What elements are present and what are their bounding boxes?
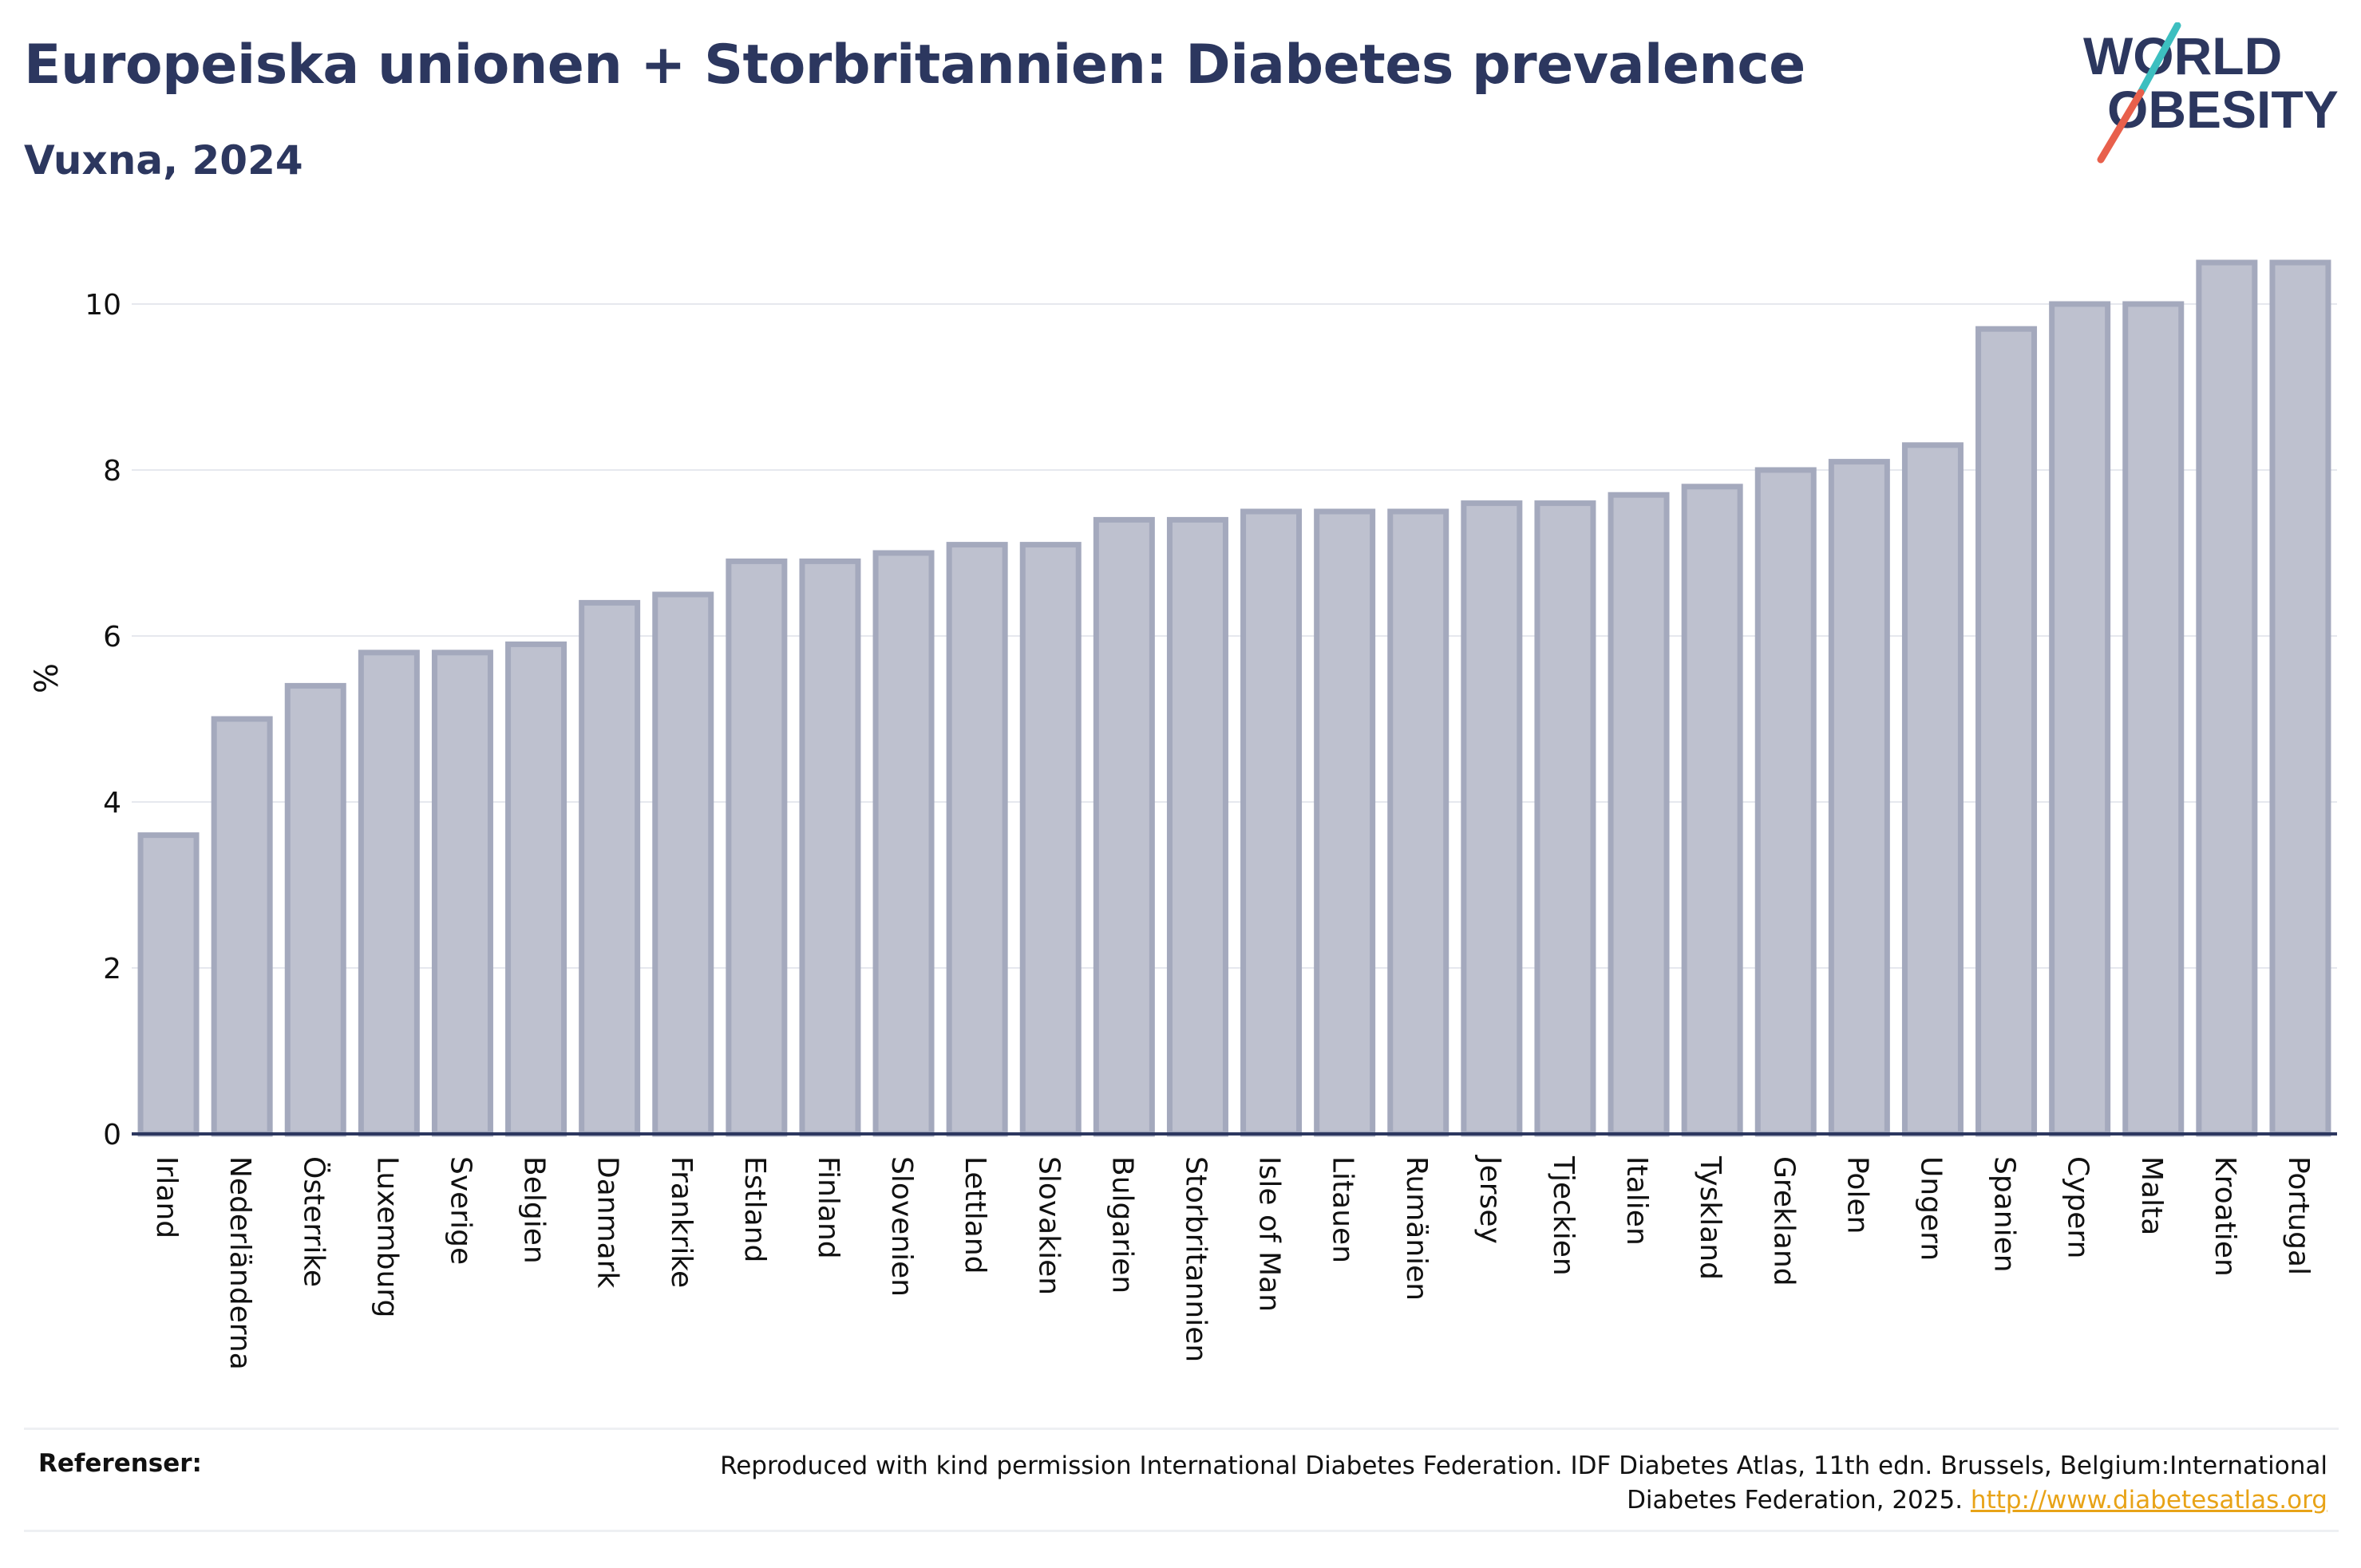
bar bbox=[579, 599, 641, 1137]
reference-line-2: Diabetes Federation, 2025. bbox=[1627, 1486, 1964, 1515]
bar bbox=[2049, 301, 2111, 1137]
x-tick-label: Jersey bbox=[1473, 1155, 1506, 1244]
grid-lines bbox=[132, 303, 2337, 969]
x-tick-label: Tyskland bbox=[1694, 1155, 1726, 1280]
bar bbox=[1093, 516, 1155, 1137]
y-tick-label: 8 bbox=[103, 455, 121, 488]
bar bbox=[211, 716, 273, 1137]
bar bbox=[1240, 508, 1303, 1137]
x-tick-label: Luxemburg bbox=[370, 1156, 403, 1317]
x-tick-label: Frankrike bbox=[665, 1156, 698, 1288]
x-tick-label: Bulgarien bbox=[1105, 1156, 1138, 1294]
x-tick-label: Kroatien bbox=[2209, 1156, 2241, 1277]
tick-labels: 0 2 4 6 8 10% Irland Nederländerna Österrike Luxe… bbox=[29, 289, 2315, 1370]
x-tick-label: Malta bbox=[2135, 1156, 2168, 1235]
bar bbox=[1019, 542, 1082, 1137]
bar bbox=[505, 641, 568, 1137]
x-tick-label: Spanien bbox=[1988, 1156, 2021, 1273]
y-tick-label: 10 bbox=[85, 289, 121, 322]
bar bbox=[1314, 508, 1376, 1137]
y-tick-label: 0 bbox=[103, 1119, 121, 1151]
bar bbox=[872, 550, 935, 1137]
bar bbox=[284, 682, 346, 1137]
bar bbox=[137, 832, 200, 1137]
bar bbox=[2196, 259, 2258, 1137]
x-tick-label: Isle of Man bbox=[1253, 1156, 1286, 1312]
x-tick-label: Tjeckien bbox=[1547, 1155, 1580, 1276]
x-tick-label: Slovenien bbox=[885, 1156, 918, 1297]
x-tick-label: Irland bbox=[150, 1156, 183, 1238]
x-tick-label: Estland bbox=[738, 1156, 771, 1262]
logo-slash-teal bbox=[2137, 22, 2181, 97]
references-label: Referenser: bbox=[38, 1449, 202, 1478]
references-footer: Referenser: Reproduced with kind permiss… bbox=[24, 1428, 2339, 1532]
world-obesity-logo: WORLD OBESITY bbox=[2083, 22, 2339, 164]
bar bbox=[1608, 492, 1670, 1137]
references-text: Reproduced with kind permission Internat… bbox=[492, 1449, 2327, 1518]
x-tick-label: Portugal bbox=[2282, 1156, 2315, 1275]
x-tick-label: Danmark bbox=[591, 1156, 624, 1289]
logo-slash-red bbox=[2097, 89, 2145, 164]
bar bbox=[2269, 259, 2331, 1137]
x-tick-label: Lettland bbox=[959, 1156, 991, 1274]
bar bbox=[1681, 484, 1743, 1137]
bar bbox=[1387, 508, 1449, 1137]
chart-subtitle: Vuxna, 2024 bbox=[24, 137, 303, 184]
x-tick-label: Slovakien bbox=[1032, 1156, 1065, 1295]
x-tick-label: Sverige bbox=[444, 1156, 477, 1265]
x-tick-label: Ungern bbox=[1914, 1156, 1947, 1261]
x-tick-label: Storbritannien bbox=[1179, 1156, 1212, 1362]
x-tick-label: Finland bbox=[812, 1156, 844, 1259]
reference-line-1: Reproduced with kind permission Internat… bbox=[720, 1451, 2327, 1480]
bar bbox=[946, 542, 1008, 1137]
x-tick-label: Nederländerna bbox=[223, 1156, 256, 1370]
y-axis-label: % bbox=[29, 663, 65, 693]
y-tick-label: 4 bbox=[103, 787, 121, 820]
logo-word-world: WORLD bbox=[2083, 26, 2282, 85]
bar bbox=[1534, 500, 1596, 1137]
bar bbox=[1975, 326, 2038, 1137]
x-tick-label: Belgien bbox=[518, 1156, 551, 1264]
bars bbox=[137, 259, 2331, 1137]
y-tick-label: 6 bbox=[103, 621, 121, 654]
bar bbox=[1166, 516, 1228, 1137]
bar bbox=[726, 558, 788, 1137]
bar bbox=[1461, 500, 1523, 1137]
y-tick-label: 2 bbox=[103, 953, 121, 985]
x-tick-label: Österrike bbox=[297, 1156, 330, 1287]
x-tick-label: Litauen bbox=[1327, 1156, 1359, 1263]
bar bbox=[1754, 467, 1817, 1137]
bar bbox=[2122, 301, 2185, 1137]
x-tick-label: Grekland bbox=[1767, 1156, 1800, 1286]
bar bbox=[1828, 459, 1890, 1137]
bar bbox=[799, 558, 861, 1137]
x-tick-label: Polen bbox=[1841, 1156, 1873, 1234]
bar bbox=[431, 650, 493, 1137]
chart-title: Europeiska unionen + Storbritannien: Dia… bbox=[24, 34, 1805, 97]
bar bbox=[652, 591, 714, 1137]
x-tick-label: Rumänien bbox=[1400, 1156, 1433, 1301]
bar bbox=[1901, 442, 1964, 1137]
bar bbox=[358, 650, 420, 1137]
diabetesatlas-link[interactable]: http://www.diabetesatlas.org bbox=[1970, 1486, 2327, 1515]
x-tick-label: Cypern bbox=[2062, 1156, 2094, 1258]
x-tick-label: Italien bbox=[1620, 1156, 1653, 1246]
